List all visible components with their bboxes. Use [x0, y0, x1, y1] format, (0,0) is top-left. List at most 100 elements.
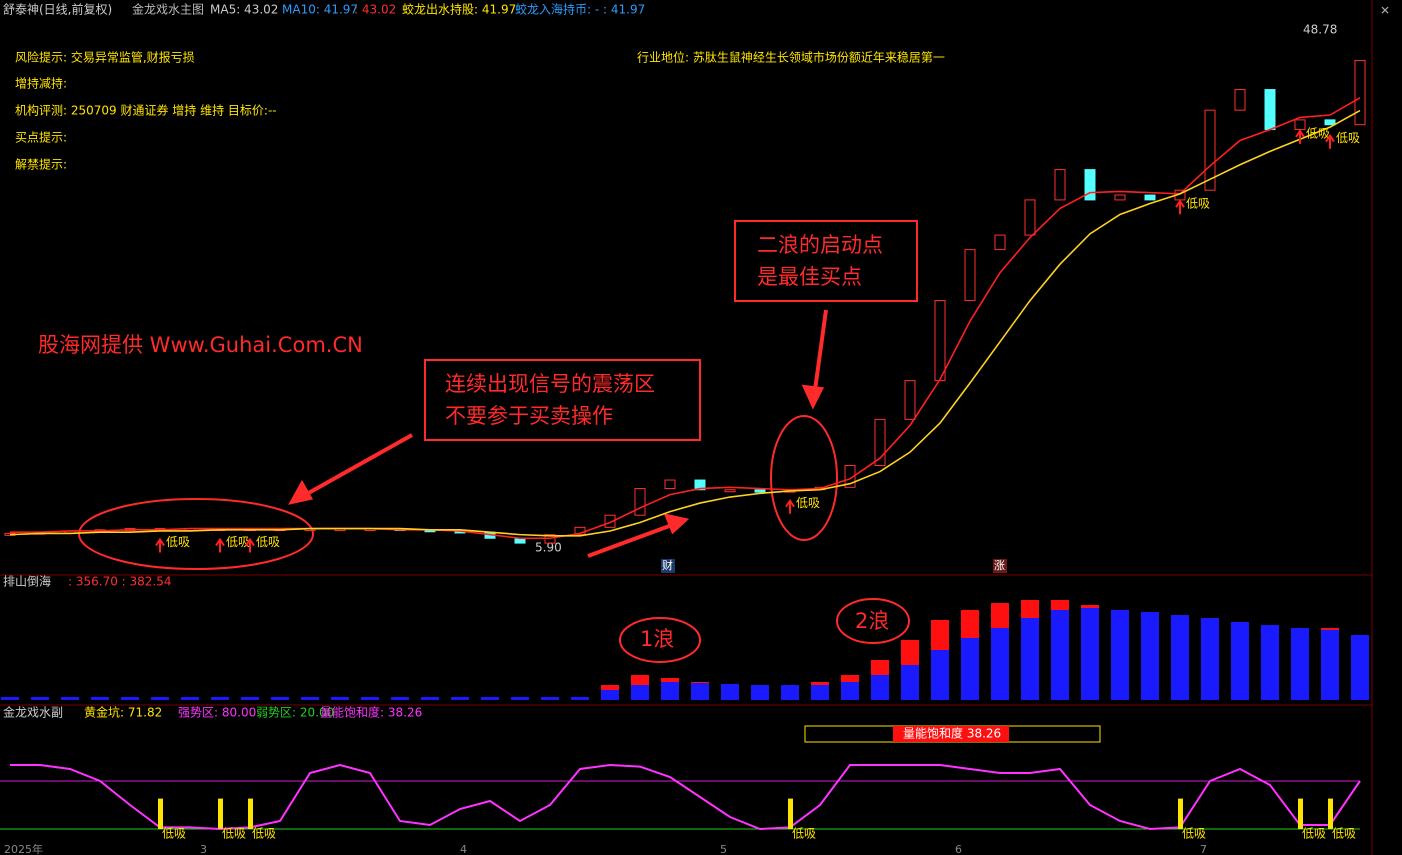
bar: [961, 638, 979, 700]
candle-body: [904, 380, 916, 420]
signal-label: 低吸: [252, 827, 276, 841]
ma5: MA5: 43.02: [210, 3, 278, 17]
bar: [361, 697, 379, 700]
candle-body: [1024, 199, 1036, 236]
bar: [931, 650, 949, 700]
info-line: 买点提示:: [15, 130, 67, 145]
note-box: [424, 359, 701, 441]
legend-item: 量能饱和度: 38.26: [320, 705, 422, 720]
bar: [1351, 635, 1369, 700]
note-box: [734, 220, 918, 302]
candle-body: [1204, 109, 1216, 191]
info-line: 机构评测: 250709 财通证券 增持 维持 目标价:--: [15, 103, 277, 118]
legend-item: 弱势区: 20.00: [256, 706, 334, 720]
badge-text: 财: [662, 558, 673, 572]
signal-arrow: [1295, 129, 1305, 144]
x-label: 3: [200, 843, 207, 855]
signal-label: 低吸: [226, 535, 250, 549]
signal-label: 低吸: [162, 827, 186, 841]
signal-bar: [248, 798, 253, 829]
signal-label: 低吸: [1186, 197, 1210, 211]
candle-body: [1114, 194, 1126, 201]
signal-arrow: [785, 498, 795, 514]
signal-label: 低吸: [256, 535, 280, 549]
bar: [601, 690, 619, 700]
candle-body: [604, 514, 616, 528]
x-label: 6: [955, 843, 962, 855]
candle-body: [634, 488, 646, 516]
signal-arrow: [215, 537, 225, 553]
candle-body: [844, 464, 856, 488]
bar: [1201, 618, 1219, 700]
signal-label: 低吸: [166, 535, 190, 549]
signal-label: 低吸: [1306, 126, 1330, 140]
series-line: [9, 109, 1361, 537]
value3: : 43.02: [354, 3, 396, 17]
wave-label: 2浪: [855, 609, 889, 633]
bar: [1171, 615, 1189, 700]
signal-label: 低吸: [1302, 827, 1326, 841]
signal-bar: [218, 798, 223, 829]
x-label: 7: [1200, 843, 1207, 855]
bar: [1291, 628, 1309, 700]
close-icon[interactable]: ✕: [1380, 4, 1390, 18]
bar: [1261, 625, 1279, 700]
high-label: 48.78: [1303, 23, 1337, 37]
bar: [181, 697, 199, 700]
candle-body: [1354, 59, 1366, 126]
bar: [211, 697, 229, 700]
bar: [1231, 622, 1249, 700]
badge-text: 涨: [994, 559, 1005, 572]
bar: [151, 697, 169, 700]
ellipse: [836, 598, 910, 644]
candle-body: [754, 489, 766, 493]
signal-label: 低吸: [1182, 827, 1206, 841]
bar: [631, 685, 649, 700]
info-line: 风险提示: 交易异常监管,财报亏损: [15, 50, 195, 65]
cash: 蛟龙入海持币: - : 41.97: [515, 2, 645, 17]
signal-label: 低吸: [222, 827, 246, 841]
legend-item: 黄金坑: 71.82: [84, 705, 162, 720]
arrow: [288, 433, 413, 505]
bar: [271, 697, 289, 700]
signal-bar: [1298, 798, 1303, 829]
signal-label: 低吸: [1336, 131, 1360, 145]
bar: [661, 682, 679, 700]
note-text: 连续出现信号的震荡区: [445, 372, 655, 396]
candle-body: [1054, 169, 1066, 201]
bar: [301, 697, 319, 700]
bar: [721, 684, 739, 700]
bar: [841, 682, 859, 700]
x-label: 4: [460, 843, 467, 855]
bar: [241, 697, 259, 700]
ellipse: [78, 498, 314, 570]
bar: [871, 675, 889, 700]
bar: [331, 697, 349, 700]
note-text: 二浪的启动点: [757, 233, 883, 257]
signal-arrow: [245, 537, 255, 553]
ellipse: [770, 415, 838, 541]
bar: [391, 697, 409, 700]
ma10: MA10: 41.97: [282, 3, 358, 17]
hold: 蛟龙出水持股: 41.97: [402, 2, 516, 17]
signal-label: 低吸: [1332, 827, 1356, 841]
bar: [1321, 630, 1339, 700]
signal-bar: [1328, 798, 1333, 829]
panel-title: 排山倒海: [3, 574, 51, 589]
candle-body: [1144, 194, 1156, 201]
industry: 行业地位: 苏肽生鼠神经生长领域市场份额近年来稳居第一: [637, 50, 945, 65]
arrow: [801, 309, 828, 410]
badge: [661, 559, 675, 573]
bar: [481, 697, 499, 700]
signal-arrow: [1325, 133, 1335, 149]
bar: [991, 628, 1009, 700]
gauge-label: 量能饱和度 38.26: [903, 726, 1001, 741]
candle-body: [1234, 89, 1246, 111]
bar: [1141, 612, 1159, 700]
info-line: 增持减持:: [15, 76, 67, 91]
indicator-name: 金龙戏水主图: [132, 2, 204, 17]
signal-bar: [1178, 798, 1183, 829]
bar: [61, 697, 79, 700]
